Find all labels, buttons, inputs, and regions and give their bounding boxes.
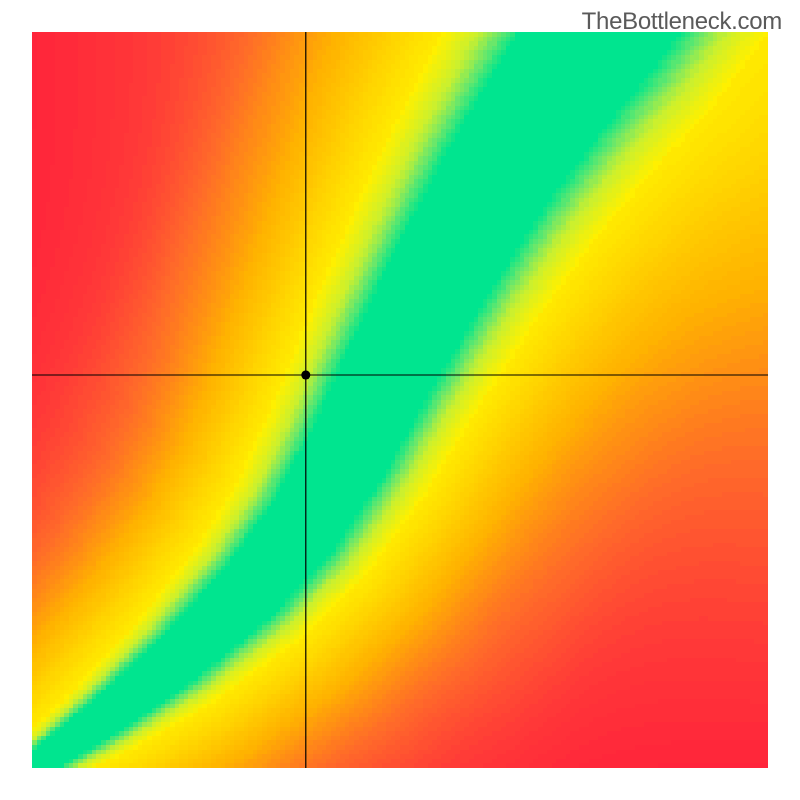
heatmap-canvas [32, 32, 768, 768]
watermark-text: TheBottleneck.com [582, 8, 782, 36]
heatmap-frame [32, 32, 768, 768]
